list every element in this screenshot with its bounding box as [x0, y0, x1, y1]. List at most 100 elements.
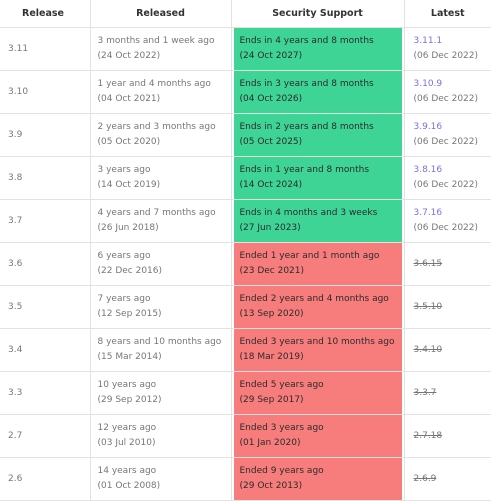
release-version: 2.6 — [0, 458, 90, 501]
released-date: (03 Jul 2010) — [98, 436, 231, 451]
released-ago: 3 years ago — [98, 163, 231, 178]
released-ago: 3 months and 1 week ago — [98, 34, 231, 49]
released-date: (26 Jun 2018) — [98, 221, 231, 236]
support-text: Ended 1 year and 1 month ago — [240, 249, 402, 264]
released-ago: 6 years ago — [98, 249, 231, 264]
header-release: Release — [0, 0, 90, 28]
latest-version: 2.6.9 — [414, 472, 491, 487]
support-text: Ends in 4 months and 3 weeks — [240, 206, 402, 221]
released-date: (22 Dec 2016) — [98, 264, 231, 279]
security-support-cell: Ended 3 years and 10 months ago(18 Mar 2… — [231, 329, 404, 372]
support-active-badge: Ends in 2 years and 8 months(05 Oct 2025… — [234, 114, 402, 156]
security-support-cell: Ended 9 years ago(29 Oct 2013) — [231, 458, 404, 501]
released-cell: 10 years ago(29 Sep 2012) — [90, 372, 231, 415]
release-version: 3.5 — [0, 286, 90, 329]
support-date: (01 Jan 2020) — [240, 436, 402, 451]
latest-cell: 2.7.18 — [404, 415, 491, 458]
support-text: Ends in 1 year and 8 months — [240, 163, 402, 178]
released-ago: 1 year and 4 months ago — [98, 77, 231, 92]
security-support-cell: Ends in 4 years and 8 months(24 Oct 2027… — [231, 28, 404, 71]
support-text: Ends in 4 years and 8 months — [240, 34, 402, 49]
released-ago: 7 years ago — [98, 292, 231, 307]
support-text: Ended 9 years ago — [240, 464, 402, 479]
support-text: Ended 3 years and 10 months ago — [240, 335, 402, 350]
release-version: 3.9 — [0, 114, 90, 157]
latest-cell: 3.5.10 — [404, 286, 491, 329]
latest-version-link[interactable]: 3.7.16 — [414, 206, 491, 221]
released-date: (05 Oct 2020) — [98, 135, 231, 150]
support-ended-badge: Ended 3 years and 10 months ago(18 Mar 2… — [234, 329, 402, 371]
security-support-cell: Ends in 3 years and 8 months(04 Oct 2026… — [231, 71, 404, 114]
support-text: Ends in 3 years and 8 months — [240, 77, 402, 92]
support-ended-badge: Ended 1 year and 1 month ago(23 Dec 2021… — [234, 243, 402, 285]
latest-version: 3.5.10 — [414, 300, 491, 315]
latest-version-link[interactable]: 3.10.9 — [414, 77, 491, 92]
support-date: (29 Sep 2017) — [240, 393, 402, 408]
released-cell: 3 months and 1 week ago(24 Oct 2022) — [90, 28, 231, 71]
latest-date: (06 Dec 2022) — [414, 178, 491, 193]
latest-date: (06 Dec 2022) — [414, 49, 491, 64]
released-date: (12 Sep 2015) — [98, 307, 231, 322]
released-date: (04 Oct 2021) — [98, 92, 231, 107]
security-support-cell: Ended 3 years ago(01 Jan 2020) — [231, 415, 404, 458]
support-date: (27 Jun 2023) — [240, 221, 402, 236]
security-support-cell: Ended 5 years ago(29 Sep 2017) — [231, 372, 404, 415]
header-latest: Latest — [404, 0, 491, 28]
support-active-badge: Ends in 3 years and 8 months(04 Oct 2026… — [234, 71, 402, 113]
released-ago: 8 years and 10 months ago — [98, 335, 231, 350]
release-version: 3.3 — [0, 372, 90, 415]
security-support-cell: Ends in 4 months and 3 weeks(27 Jun 2023… — [231, 200, 404, 243]
latest-version: 3.3.7 — [414, 386, 491, 401]
support-date: (14 Oct 2024) — [240, 178, 402, 193]
latest-cell: 3.7.16(06 Dec 2022) — [404, 200, 491, 243]
support-date: (24 Oct 2027) — [240, 49, 402, 64]
support-ended-badge: Ended 3 years ago(01 Jan 2020) — [234, 415, 402, 457]
security-support-cell: Ends in 1 year and 8 months(14 Oct 2024) — [231, 157, 404, 200]
latest-version-link[interactable]: 3.9.16 — [414, 120, 491, 135]
release-version: 3.7 — [0, 200, 90, 243]
latest-version: 3.4.10 — [414, 343, 491, 358]
support-text: Ended 5 years ago — [240, 378, 402, 393]
release-version: 3.4 — [0, 329, 90, 372]
support-active-badge: Ends in 4 months and 3 weeks(27 Jun 2023… — [234, 200, 402, 242]
latest-version: 3.6.15 — [414, 257, 491, 272]
released-date: (29 Sep 2012) — [98, 393, 231, 408]
support-ended-badge: Ended 5 years ago(29 Sep 2017) — [234, 372, 402, 414]
security-support-cell: Ends in 2 years and 8 months(05 Oct 2025… — [231, 114, 404, 157]
released-cell: 4 years and 7 months ago(26 Jun 2018) — [90, 200, 231, 243]
released-date: (01 Oct 2008) — [98, 479, 231, 494]
release-version: 3.11 — [0, 28, 90, 71]
support-date: (29 Oct 2013) — [240, 479, 402, 494]
support-text: Ends in 2 years and 8 months — [240, 120, 402, 135]
latest-date: (06 Dec 2022) — [414, 221, 491, 236]
released-cell: 6 years ago(22 Dec 2016) — [90, 243, 231, 286]
latest-version-link[interactable]: 3.8.16 — [414, 163, 491, 178]
support-text: Ended 3 years ago — [240, 421, 402, 436]
support-date: (05 Oct 2025) — [240, 135, 402, 150]
table-row: 3.9 2 years and 3 months ago(05 Oct 2020)… — [0, 114, 491, 157]
released-ago: 14 years ago — [98, 464, 231, 479]
support-active-badge: Ends in 1 year and 8 months(14 Oct 2024) — [234, 157, 402, 199]
latest-cell: 2.6.9 — [404, 458, 491, 501]
support-date: (04 Oct 2026) — [240, 92, 402, 107]
released-cell: 7 years ago(12 Sep 2015) — [90, 286, 231, 329]
released-cell: 1 year and 4 months ago(04 Oct 2021) — [90, 71, 231, 114]
release-version: 3.10 — [0, 71, 90, 114]
latest-cell: 3.8.16(06 Dec 2022) — [404, 157, 491, 200]
released-ago: 4 years and 7 months ago — [98, 206, 231, 221]
released-ago: 2 years and 3 months ago — [98, 120, 231, 135]
released-date: (14 Oct 2019) — [98, 178, 231, 193]
latest-version-link[interactable]: 3.11.1 — [414, 34, 491, 49]
released-date: (24 Oct 2022) — [98, 49, 231, 64]
latest-cell: 3.4.10 — [404, 329, 491, 372]
released-cell: 14 years ago(01 Oct 2008) — [90, 458, 231, 501]
support-ended-badge: Ended 9 years ago(29 Oct 2013) — [234, 458, 402, 500]
latest-date: (06 Dec 2022) — [414, 135, 491, 150]
latest-date: (06 Dec 2022) — [414, 92, 491, 107]
